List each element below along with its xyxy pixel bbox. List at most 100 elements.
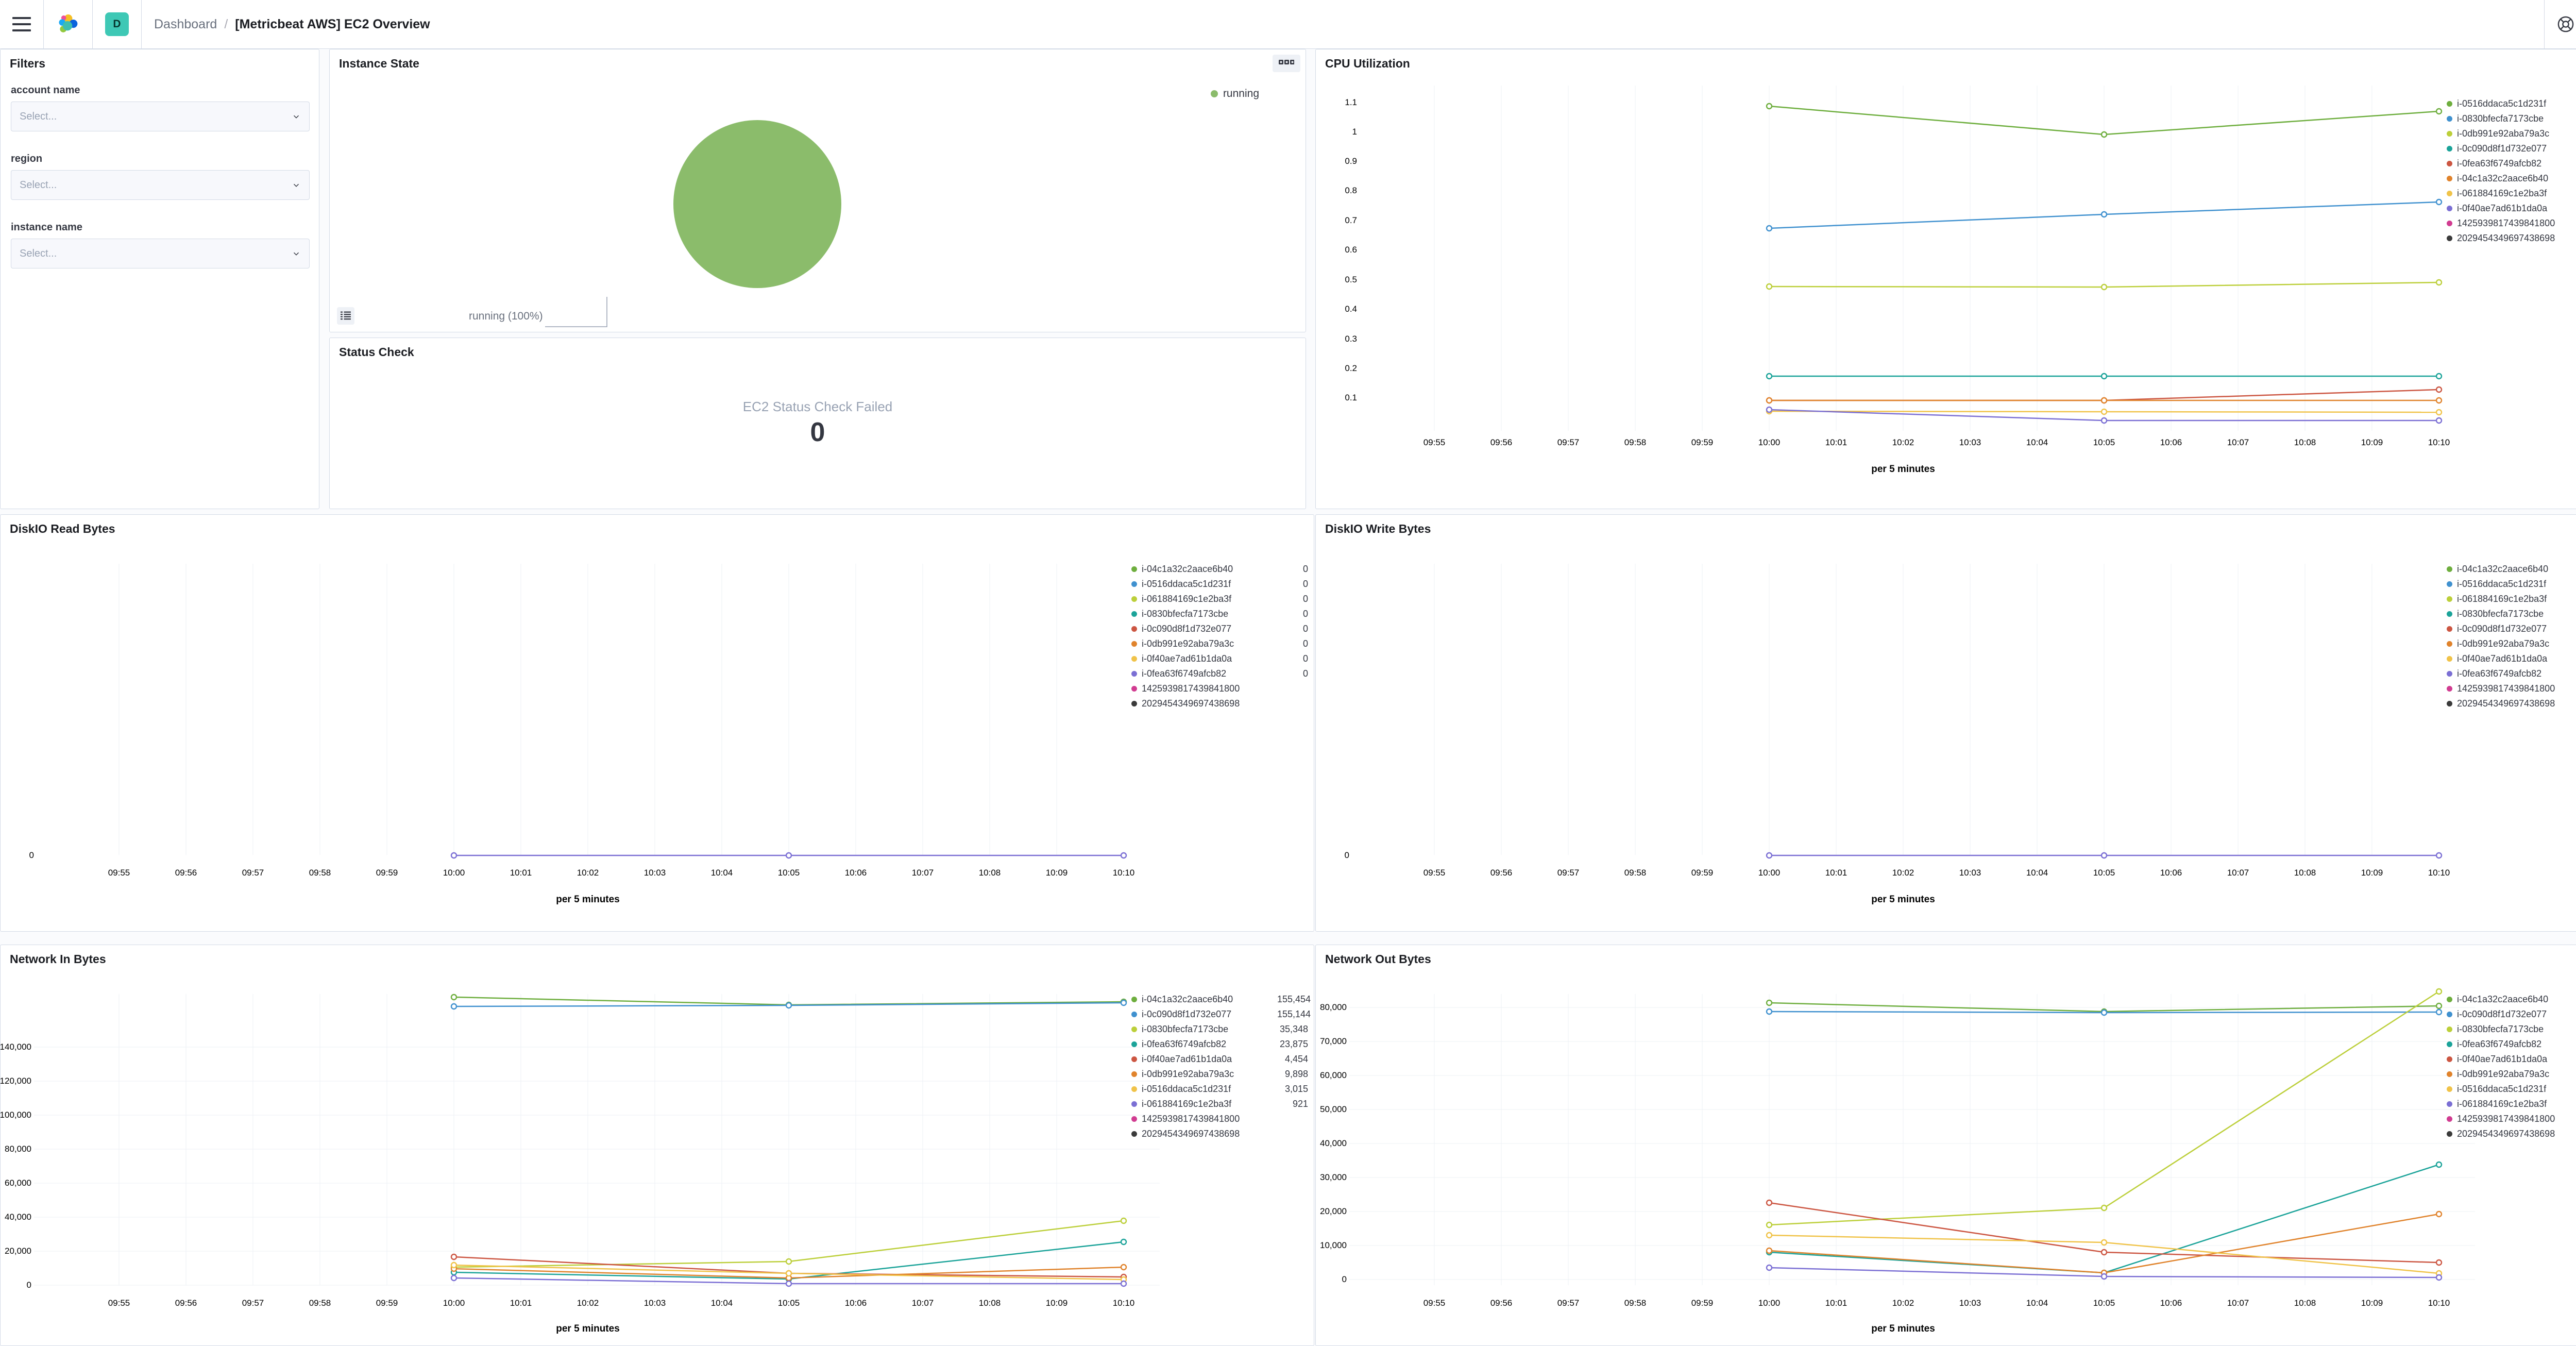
- svg-text:per 5 minutes: per 5 minutes: [1871, 464, 1935, 475]
- svg-text:0.5: 0.5: [1345, 275, 1357, 284]
- svg-text:120,000: 120,000: [1, 1076, 31, 1086]
- svg-text:10:06: 10:06: [2160, 1298, 2182, 1308]
- svg-text:per 5 minutes: per 5 minutes: [556, 1323, 620, 1334]
- svg-text:10:04: 10:04: [711, 868, 733, 878]
- svg-text:10:02: 10:02: [1892, 438, 1914, 447]
- svg-text:10:09: 10:09: [1046, 1298, 1068, 1308]
- svg-text:10:04: 10:04: [2026, 438, 2048, 447]
- svg-text:10:01: 10:01: [510, 868, 532, 878]
- svg-text:10:06: 10:06: [845, 868, 867, 878]
- svg-text:50,000: 50,000: [1320, 1104, 1347, 1114]
- svg-text:10:05: 10:05: [778, 1298, 800, 1308]
- svg-text:0.4: 0.4: [1345, 304, 1357, 314]
- svg-text:10:03: 10:03: [1959, 868, 1981, 878]
- svg-text:10:05: 10:05: [2093, 1298, 2115, 1308]
- svg-text:09:57: 09:57: [242, 868, 264, 878]
- svg-text:10:09: 10:09: [2361, 868, 2383, 878]
- svg-text:10:10: 10:10: [2428, 1298, 2450, 1308]
- svg-text:10:00: 10:00: [443, 1298, 465, 1308]
- svg-text:10:07: 10:07: [912, 1298, 934, 1308]
- svg-text:0.3: 0.3: [1345, 334, 1357, 344]
- svg-text:10:07: 10:07: [2227, 438, 2249, 447]
- svg-text:0.6: 0.6: [1345, 245, 1357, 255]
- svg-text:09:59: 09:59: [1691, 1298, 1714, 1308]
- svg-text:09:59: 09:59: [376, 868, 398, 878]
- svg-text:09:58: 09:58: [1624, 438, 1647, 447]
- svg-text:0.9: 0.9: [1345, 156, 1357, 166]
- svg-text:20,000: 20,000: [5, 1246, 31, 1256]
- svg-text:10:10: 10:10: [2428, 868, 2450, 878]
- svg-text:09:55: 09:55: [1423, 868, 1446, 878]
- svg-text:09:56: 09:56: [1490, 868, 1513, 878]
- svg-text:10:07: 10:07: [912, 868, 934, 878]
- svg-text:per 5 minutes: per 5 minutes: [1871, 894, 1935, 905]
- svg-text:10,000: 10,000: [1320, 1240, 1347, 1250]
- svg-text:10:09: 10:09: [1046, 868, 1068, 878]
- svg-text:10:04: 10:04: [2026, 868, 2048, 878]
- svg-text:09:55: 09:55: [108, 868, 130, 878]
- svg-text:100,000: 100,000: [1, 1110, 31, 1120]
- svg-text:10:00: 10:00: [1758, 868, 1781, 878]
- svg-text:10:01: 10:01: [1825, 438, 1848, 447]
- svg-text:10:07: 10:07: [2227, 1298, 2249, 1308]
- svg-text:10:10: 10:10: [1113, 1298, 1135, 1308]
- svg-text:1.1: 1.1: [1345, 97, 1357, 107]
- svg-text:09:58: 09:58: [309, 868, 331, 878]
- svg-text:10:04: 10:04: [2026, 1298, 2048, 1308]
- svg-text:09:57: 09:57: [1557, 868, 1580, 878]
- svg-text:10:08: 10:08: [2294, 868, 2316, 878]
- svg-text:10:03: 10:03: [1959, 1298, 1981, 1308]
- svg-text:10:08: 10:08: [979, 1298, 1001, 1308]
- svg-text:09:56: 09:56: [1490, 438, 1513, 447]
- svg-text:09:58: 09:58: [309, 1298, 331, 1308]
- svg-text:10:10: 10:10: [2428, 438, 2450, 447]
- svg-text:10:08: 10:08: [979, 868, 1001, 878]
- svg-text:09:56: 09:56: [175, 1298, 197, 1308]
- svg-text:10:03: 10:03: [644, 868, 666, 878]
- svg-text:0: 0: [27, 1280, 31, 1290]
- svg-text:10:09: 10:09: [2361, 438, 2383, 447]
- svg-text:per 5 minutes: per 5 minutes: [1871, 1323, 1935, 1334]
- svg-text:09:57: 09:57: [1557, 438, 1580, 447]
- svg-text:40,000: 40,000: [5, 1212, 31, 1222]
- svg-text:70,000: 70,000: [1320, 1036, 1347, 1046]
- svg-text:40,000: 40,000: [1320, 1138, 1347, 1148]
- svg-text:09:57: 09:57: [242, 1298, 264, 1308]
- svg-text:10:10: 10:10: [1113, 868, 1135, 878]
- svg-text:09:55: 09:55: [108, 1298, 130, 1308]
- svg-text:10:06: 10:06: [2160, 438, 2182, 447]
- svg-text:10:03: 10:03: [644, 1298, 666, 1308]
- svg-text:09:56: 09:56: [175, 868, 197, 878]
- svg-text:0.2: 0.2: [1345, 363, 1357, 373]
- svg-text:09:59: 09:59: [1691, 438, 1714, 447]
- svg-text:10:02: 10:02: [577, 868, 599, 878]
- svg-text:0: 0: [29, 850, 34, 860]
- svg-text:10:01: 10:01: [1825, 868, 1848, 878]
- svg-text:10:00: 10:00: [1758, 1298, 1781, 1308]
- svg-text:10:02: 10:02: [577, 1298, 599, 1308]
- svg-text:20,000: 20,000: [1320, 1206, 1347, 1216]
- svg-text:0: 0: [1345, 850, 1349, 860]
- svg-text:0.1: 0.1: [1345, 393, 1357, 402]
- svg-text:10:02: 10:02: [1892, 868, 1914, 878]
- svg-text:10:07: 10:07: [2227, 868, 2249, 878]
- svg-text:10:04: 10:04: [711, 1298, 733, 1308]
- svg-text:10:05: 10:05: [2093, 868, 2115, 878]
- svg-text:09:56: 09:56: [1490, 1298, 1513, 1308]
- svg-text:09:58: 09:58: [1624, 1298, 1647, 1308]
- svg-text:10:02: 10:02: [1892, 1298, 1914, 1308]
- svg-text:10:08: 10:08: [2294, 1298, 2316, 1308]
- svg-text:09:55: 09:55: [1423, 1298, 1446, 1308]
- svg-text:1: 1: [1352, 127, 1357, 137]
- svg-text:10:03: 10:03: [1959, 438, 1981, 447]
- svg-text:10:09: 10:09: [2361, 1298, 2383, 1308]
- svg-text:10:05: 10:05: [778, 868, 800, 878]
- svg-text:80,000: 80,000: [1320, 1002, 1347, 1012]
- svg-text:10:06: 10:06: [845, 1298, 867, 1308]
- svg-text:0: 0: [1342, 1274, 1347, 1284]
- svg-text:0.7: 0.7: [1345, 215, 1357, 225]
- svg-text:60,000: 60,000: [5, 1178, 31, 1188]
- svg-text:09:55: 09:55: [1423, 438, 1446, 447]
- svg-text:09:59: 09:59: [376, 1298, 398, 1308]
- svg-text:10:01: 10:01: [510, 1298, 532, 1308]
